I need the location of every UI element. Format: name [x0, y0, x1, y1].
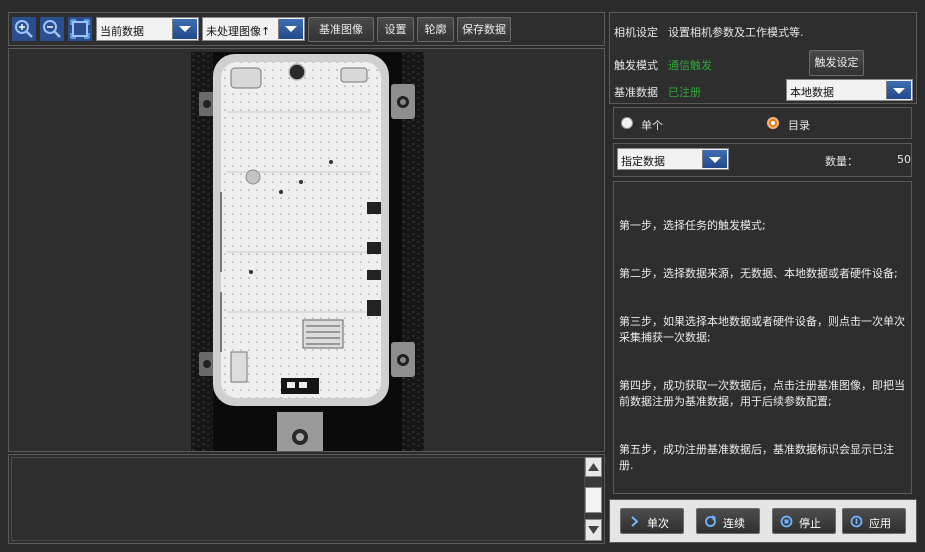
stop-label: 停止 — [799, 517, 821, 530]
stop-button[interactable]: 停止 — [772, 508, 836, 534]
instructions-panel: 第一步，选择任务的触发模式; 第二步，选择数据来源，无数据、本地数据或者硬件设备… — [613, 181, 912, 494]
refresh-icon — [704, 515, 717, 528]
scroll-thumb[interactable] — [585, 487, 602, 513]
image-mode-select[interactable]: 未处理图像↑ — [202, 17, 305, 41]
image-toolbar: 当前数据 未处理图像↑ 基准图像 设置 轮廓 保存数据 — [8, 12, 605, 46]
arrow-up-icon — [588, 463, 599, 471]
zoom-out-icon[interactable] — [40, 17, 64, 41]
log-output[interactable] — [11, 457, 585, 541]
reference-data-label: 基准数据 — [614, 86, 658, 99]
data-select-value: 指定数据 — [621, 155, 665, 168]
zoom-in-icon[interactable] — [12, 17, 36, 41]
reference-source-value: 本地数据 — [790, 86, 834, 99]
chevron-down-icon — [172, 19, 197, 39]
apply-button[interactable]: 应用 — [842, 508, 906, 534]
image-viewer[interactable] — [8, 48, 605, 452]
action-bar: 单次 连续 停止 应用 — [609, 499, 917, 543]
settings-button[interactable]: 设置 — [377, 17, 414, 42]
contour-button[interactable]: 轮廓 — [417, 17, 454, 42]
chevron-down-icon — [886, 81, 911, 99]
data-selection-panel: 指定数据 数量： 50 — [613, 143, 912, 177]
single-radio[interactable] — [621, 117, 633, 129]
chevron-right-icon — [628, 515, 641, 528]
reference-status: 已注册 — [668, 86, 701, 99]
trigger-mode-value: 通信触发 — [668, 59, 712, 72]
capture-mode-panel: 单个 目录 — [613, 107, 912, 139]
log-panel — [8, 454, 605, 544]
apply-icon — [850, 515, 863, 528]
instruction-step-1: 第一步，选择任务的触发模式; — [619, 219, 766, 232]
single-capture-label: 单次 — [647, 517, 669, 530]
instruction-step-5: 第五步，成功注册基准数据后，基准数据标识会显示已注册. — [619, 443, 894, 472]
camera-settings-panel: 相机设定 设置相机参数及工作模式等. 触发模式 通信触发 触发设定 基准数据 已… — [609, 12, 917, 104]
save-data-button[interactable]: 保存数据 — [457, 17, 511, 42]
instruction-step-3: 第三步，如果选择本地数据或者硬件设备，则点击一次单次采集捕获一次数据; — [619, 315, 905, 344]
trigger-set-button[interactable]: 触发设定 — [809, 50, 864, 76]
image-mode-value: 未处理图像↑ — [206, 25, 271, 38]
stop-icon — [780, 515, 793, 528]
reference-image-button[interactable]: 基准图像 — [308, 17, 374, 42]
captured-phone-frame-image — [191, 52, 424, 451]
fit-view-icon[interactable] — [68, 17, 92, 41]
continuous-capture-label: 连续 — [723, 517, 745, 530]
trigger-mode-label: 触发模式 — [614, 59, 658, 72]
settings-title: 相机设定 — [614, 26, 658, 39]
single-label: 单个 — [641, 119, 663, 132]
chevron-down-icon — [278, 19, 303, 39]
scroll-up-button[interactable] — [585, 457, 602, 477]
single-capture-button[interactable]: 单次 — [620, 508, 684, 534]
data-source-value: 当前数据 — [100, 25, 144, 38]
instruction-step-2: 第二步，选择数据来源，无数据、本地数据或者硬件设备; — [619, 267, 898, 280]
reference-source-select[interactable]: 本地数据 — [786, 79, 913, 101]
directory-radio[interactable] — [767, 117, 779, 129]
data-select[interactable]: 指定数据 — [617, 148, 729, 170]
count-label: 数量： — [825, 155, 858, 168]
continuous-capture-button[interactable]: 连续 — [696, 508, 760, 534]
arrow-down-icon — [588, 526, 599, 534]
scroll-down-button[interactable] — [585, 519, 602, 541]
directory-label: 目录 — [788, 119, 810, 132]
apply-label: 应用 — [869, 517, 891, 530]
count-value: 50 — [897, 153, 911, 166]
data-source-select[interactable]: 当前数据 — [96, 17, 199, 41]
chevron-down-icon — [702, 150, 727, 168]
instruction-step-4: 第四步，成功获取一次数据后，点击注册基准图像，即把当前数据注册为基准数据，用于后… — [619, 379, 905, 408]
log-scrollbar[interactable] — [585, 457, 602, 541]
instructions-text: 第一步，选择任务的触发模式; 第二步，选择数据来源，无数据、本地数据或者硬件设备… — [619, 186, 907, 506]
settings-description: 设置相机参数及工作模式等. — [668, 26, 804, 39]
